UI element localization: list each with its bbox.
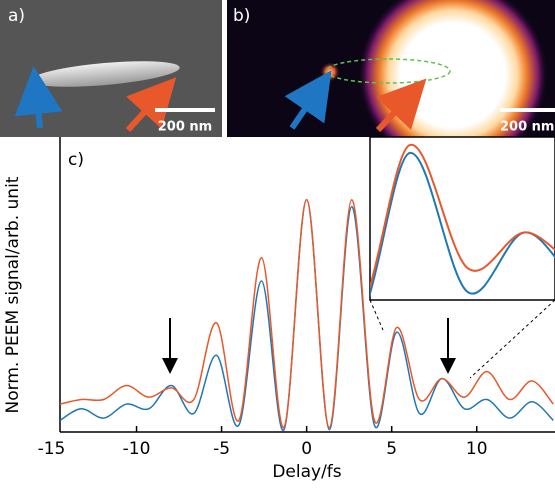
blue-arrow (284, 70, 332, 130)
blue-arrow (14, 66, 63, 129)
inset (370, 143, 555, 297)
panel-label: c) (68, 150, 84, 170)
x-tick-label: 5 (386, 439, 397, 459)
orange-arrow (375, 78, 427, 133)
x-tick-label: 0 (301, 439, 312, 459)
x-tick-label: -10 (123, 439, 151, 459)
x-tick-label: 10 (466, 439, 488, 459)
spot (320, 62, 340, 82)
series-line (370, 143, 555, 290)
panel-label: a) (8, 6, 25, 26)
x-tick-label: -15 (38, 439, 66, 459)
panel-label: b) (233, 6, 250, 26)
panel-a: 200 nm a) (0, 0, 222, 137)
scale-label: 200 nm (500, 120, 554, 135)
scale-label: 200 nm (158, 120, 212, 135)
plot: -15 -10 -5 0 5 10 (38, 198, 554, 459)
inset-frame (369, 136, 555, 301)
orange-arrow (125, 77, 177, 133)
x-axis-label: Delay/fs (272, 462, 341, 482)
zoom-line (469, 299, 555, 379)
series-line (59, 198, 554, 429)
x-tick-label: -5 (213, 439, 230, 459)
nanorod (30, 61, 180, 87)
zoom-line (369, 299, 384, 331)
panel-b: 200 nm b) (227, 0, 555, 170)
y-axis-label: Norm. PEEM signal/arb. unit (3, 176, 23, 413)
